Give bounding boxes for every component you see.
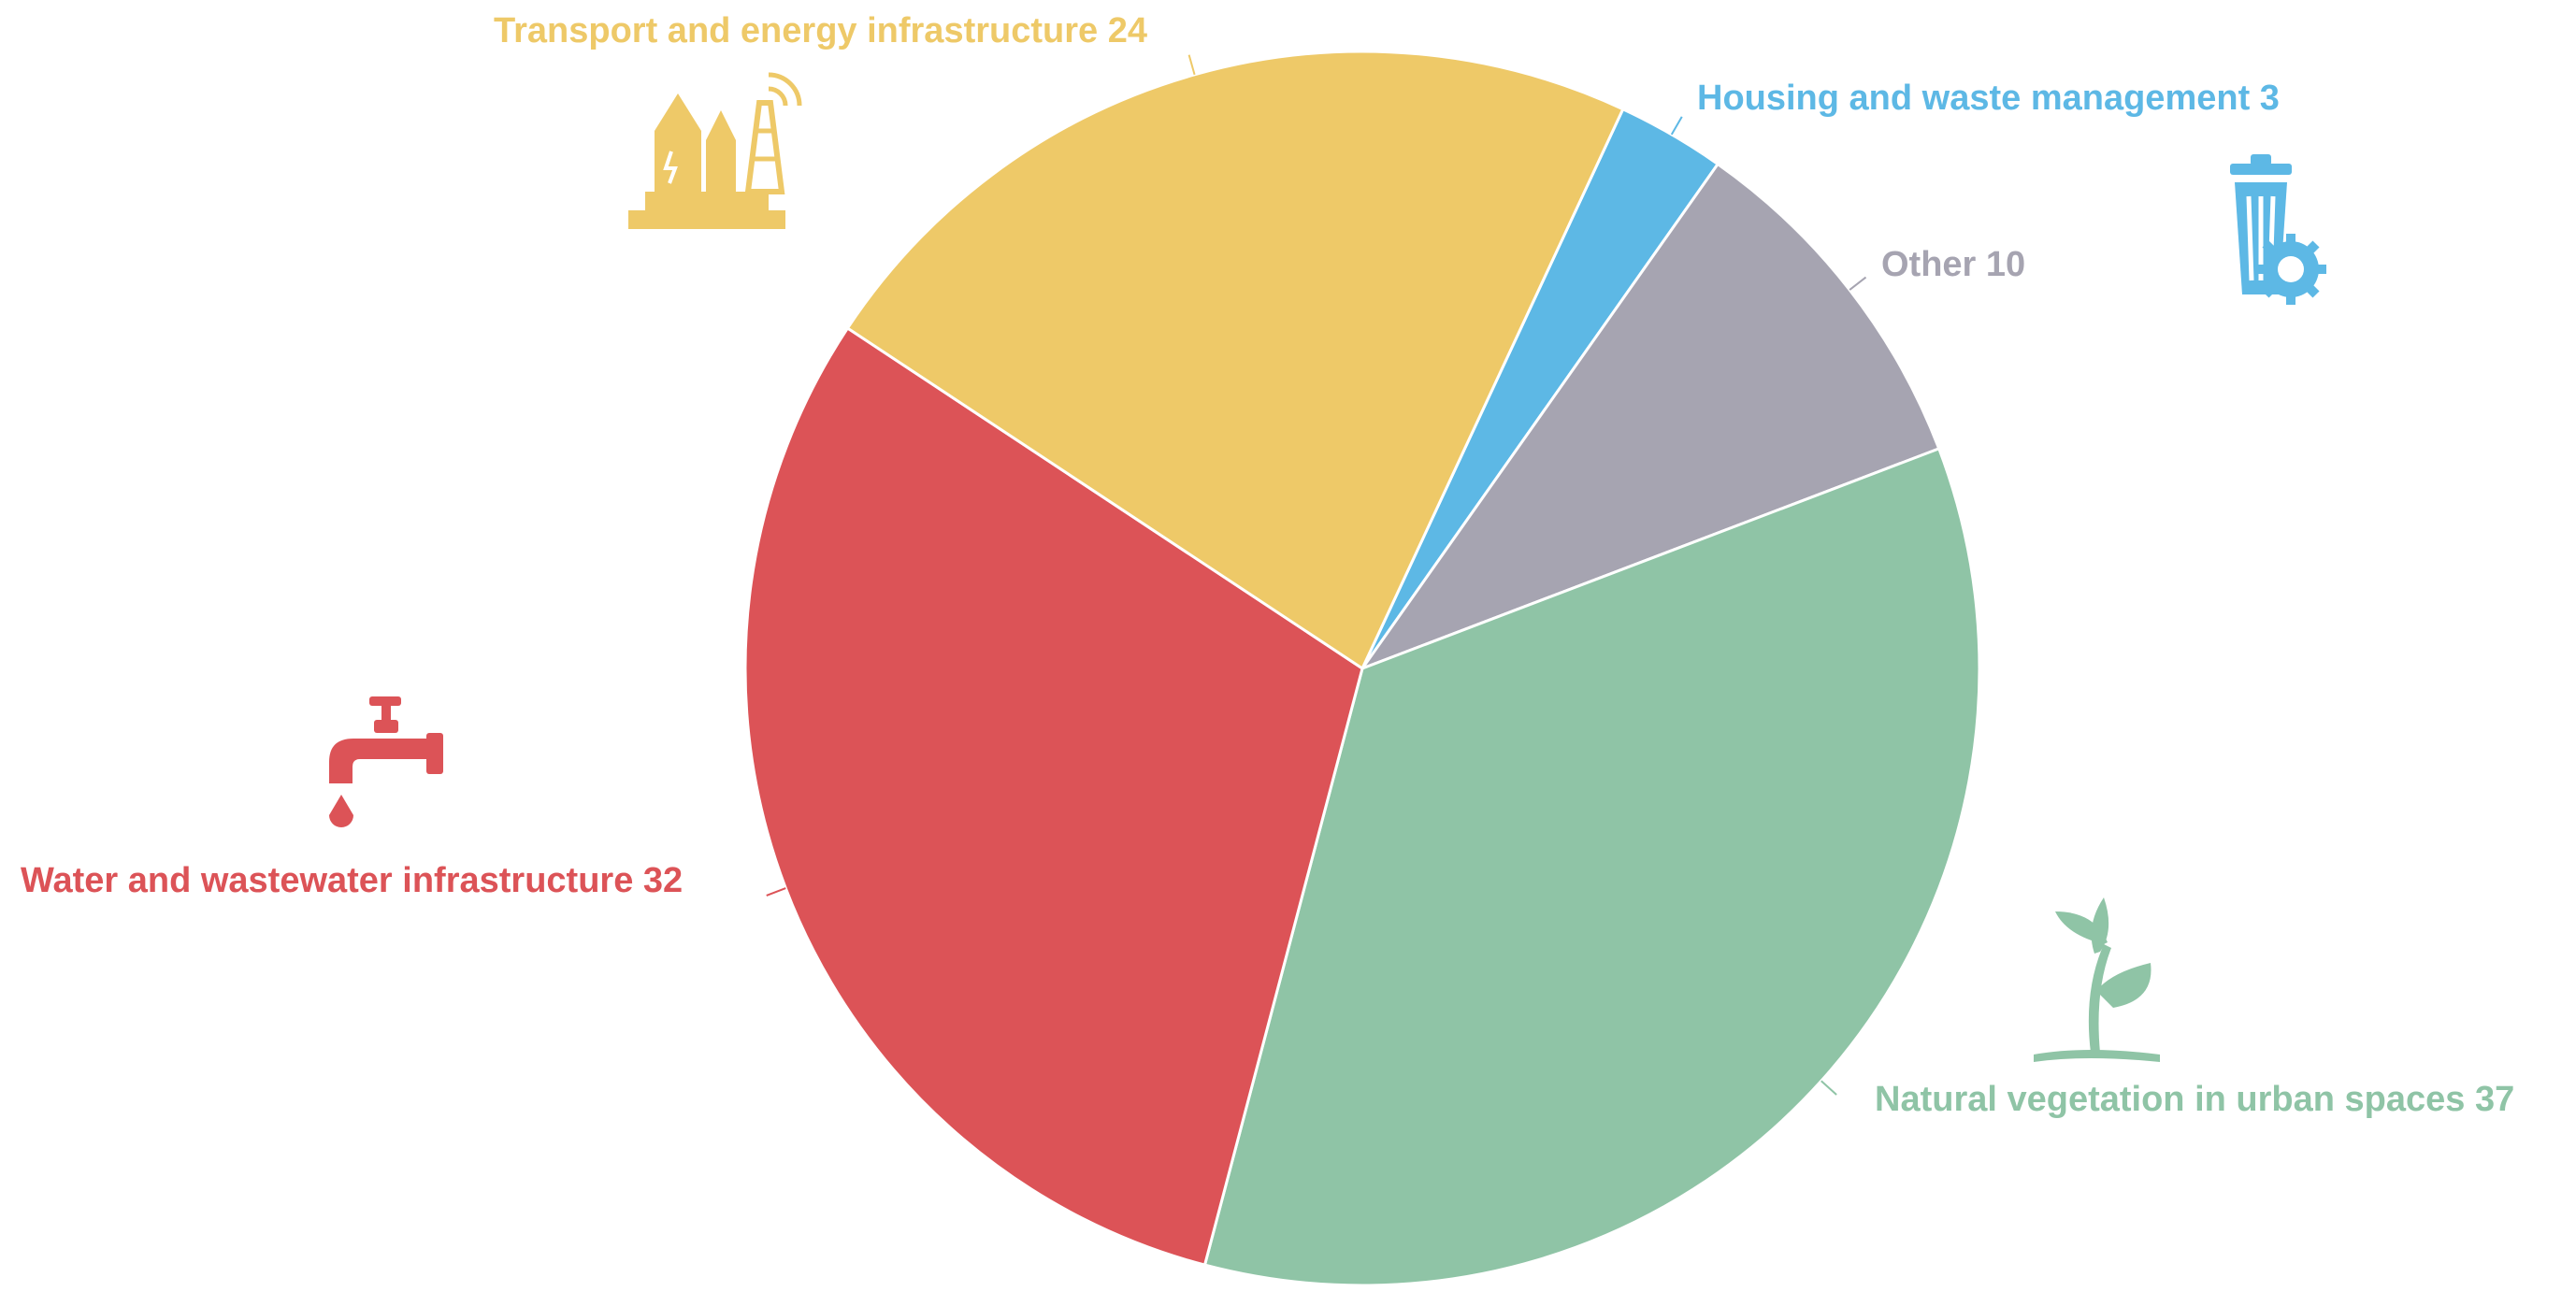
pie-slice-other [1358, 162, 1941, 672]
leader-lines [766, 54, 1867, 1096]
leader-line-0 [1670, 116, 1683, 136]
leader-line-2 [1820, 1080, 1837, 1096]
leader-line-1 [1849, 276, 1867, 291]
label-water-wastewater: Water and wastewater infrastructure 32 [21, 861, 683, 900]
label-other: Other 10 [1881, 245, 2025, 284]
pie-slice-water-and-wastewater-infrastructure [743, 325, 1364, 1267]
plant-sprout-icon [2034, 897, 2160, 1062]
water-tap-icon [329, 696, 443, 827]
leader-line-3 [766, 887, 786, 897]
label-transport-energy: Transport and energy infrastructure 24 [494, 11, 1147, 50]
label-housing-waste: Housing and waste management 3 [1697, 79, 2280, 118]
leader-line-4 [1187, 54, 1196, 76]
pie-slices [743, 50, 1981, 1287]
label-natural-vegetation: Natural vegetation in urban spaces 37 [1875, 1080, 2514, 1119]
power-plant-tower-icon [628, 72, 802, 229]
trash-bin-gear-icon [2230, 154, 2326, 305]
